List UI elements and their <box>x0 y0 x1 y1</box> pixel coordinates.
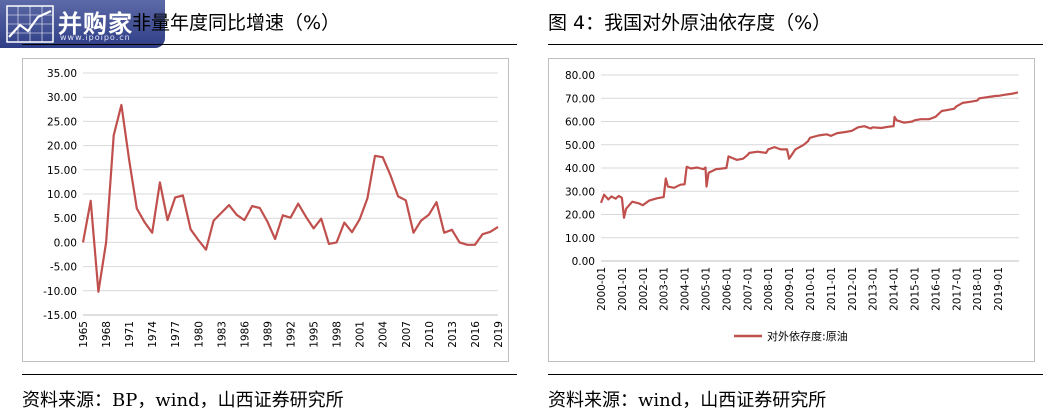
x-tick-label: 1968 <box>101 321 113 348</box>
x-tick-label: 1986 <box>239 321 251 348</box>
y-tick-label: 70.00 <box>565 93 595 105</box>
y-tick-label: 40.00 <box>565 163 595 175</box>
x-tick-label: 2010-01 <box>805 267 817 311</box>
y-tick-label: 20.00 <box>47 141 77 153</box>
x-tick-label: 2001-01 <box>617 267 629 311</box>
y-tick-label: 0.00 <box>572 256 595 268</box>
y-tick-label: 30.00 <box>47 92 77 104</box>
x-tick-label: 2010 <box>424 321 436 348</box>
right-figure-title: 图 4：我国对外原油依存度（%） <box>548 12 832 34</box>
x-tick-label: 2001 <box>355 321 367 348</box>
x-tick-label: 2003-01 <box>659 267 671 311</box>
x-tick-label: 1995 <box>309 321 321 348</box>
left-source-note: 资料来源：BP，wind，山西证券研究所 <box>22 390 344 411</box>
y-tick-label: 60.00 <box>565 117 595 129</box>
logo-url: www.ipoipo.cn <box>60 33 131 42</box>
x-tick-label: 1974 <box>147 321 159 348</box>
left-figure: 非量年度同比增速（%） 35.00 30.00 25.00 20.00 15.00 10.… <box>22 0 517 415</box>
x-tick-label: 2009-01 <box>784 267 796 311</box>
y-tick-label: 15.00 <box>47 165 77 177</box>
x-tick-label: 2004-01 <box>680 267 692 311</box>
right-bottom-rule <box>548 374 1043 375</box>
y-tick-label: -10.00 <box>43 286 77 298</box>
right-chart-frame: 80.00 70.00 60.00 50.00 40.00 30.00 20.00 10.00… <box>548 58 1035 362</box>
x-tick-label: 1965 <box>78 321 90 348</box>
brand-logo: 并购家 www.ipoipo.cn <box>0 0 165 48</box>
y-tick-label: 80.00 <box>565 70 595 82</box>
y-tick-label: -5.00 <box>50 262 77 274</box>
left-chart-frame: 35.00 30.00 25.00 20.00 15.00 10.00 5.00 0.00 -5… <box>22 58 509 362</box>
x-tick-label: 2013-01 <box>868 267 880 311</box>
y-tick-label: 50.00 <box>565 140 595 152</box>
y-tick-label: 20.00 <box>565 210 595 222</box>
x-tick-label: 2016-01 <box>930 267 942 311</box>
oil-dependency-line-chart: 80.00 70.00 60.00 50.00 40.00 30.00 20.00 10.00… <box>565 70 1019 343</box>
left-top-rule <box>22 44 517 45</box>
x-tick-label: 2016 <box>470 321 482 348</box>
y-tick-label: 30.00 <box>565 186 595 198</box>
oil-dependency-series-line <box>599 91 1019 219</box>
x-tick-label: 2006-01 <box>721 267 733 311</box>
chart-logo-icon <box>6 5 54 43</box>
y-tick-label: 10.00 <box>565 233 595 245</box>
y-tick-label: 10.00 <box>47 189 77 201</box>
y-tick-label: 5.00 <box>54 213 77 225</box>
x-tick-label: 2012-01 <box>847 267 859 311</box>
x-tick-label: 2004 <box>378 321 390 348</box>
x-tick-label: 2019 <box>493 321 505 348</box>
x-tick-label: 2015-01 <box>910 267 922 311</box>
right-top-rule <box>548 44 1043 45</box>
x-tick-label: 1971 <box>124 321 136 348</box>
x-tick-label: 2011-01 <box>826 267 838 311</box>
y-tick-label: -15.00 <box>43 310 77 322</box>
y-tick-label: 35.00 <box>47 68 77 80</box>
x-tick-label: 2007 <box>401 321 413 348</box>
right-source-note: 资料来源：wind，山西证券研究所 <box>548 390 827 411</box>
x-tick-label: 1983 <box>216 321 228 348</box>
y-tick-label: 25.00 <box>47 116 77 128</box>
logo-text: 并购家 <box>58 10 133 38</box>
x-tick-label: 2002-01 <box>638 267 650 311</box>
x-tick-label: 2008-01 <box>763 267 775 311</box>
y-tick-label: 0.00 <box>54 237 77 249</box>
x-tick-label: 2005-01 <box>701 267 713 311</box>
left-figure-title: 非量年度同比增速（%） <box>132 12 341 34</box>
x-tick-label: 1998 <box>332 321 344 348</box>
x-tick-label: 2000-01 <box>596 267 608 311</box>
growth-line-chart: 35.00 30.00 25.00 20.00 15.00 10.00 5.00 0.00 -5… <box>43 68 505 348</box>
x-tick-label: 2013 <box>447 321 459 348</box>
x-tick-label: 1989 <box>262 321 274 348</box>
growth-series-line <box>81 103 499 293</box>
x-tick-label: 1977 <box>170 321 182 348</box>
legend-label: 对外依存度:原油 <box>767 329 848 343</box>
left-bottom-rule <box>22 374 517 375</box>
x-tick-label: 2019-01 <box>993 267 1005 311</box>
x-tick-label: 1992 <box>286 321 298 348</box>
x-tick-label: 2018-01 <box>972 267 984 311</box>
x-tick-label: 2007-01 <box>742 267 754 311</box>
right-figure: 图 4：我国对外原油依存度（%） 80.00 70.00 60.00 50.00 40.… <box>548 0 1043 415</box>
x-tick-label: 2014-01 <box>889 267 901 311</box>
x-tick-label: 1980 <box>193 321 205 348</box>
x-tick-label: 2017-01 <box>951 267 963 311</box>
